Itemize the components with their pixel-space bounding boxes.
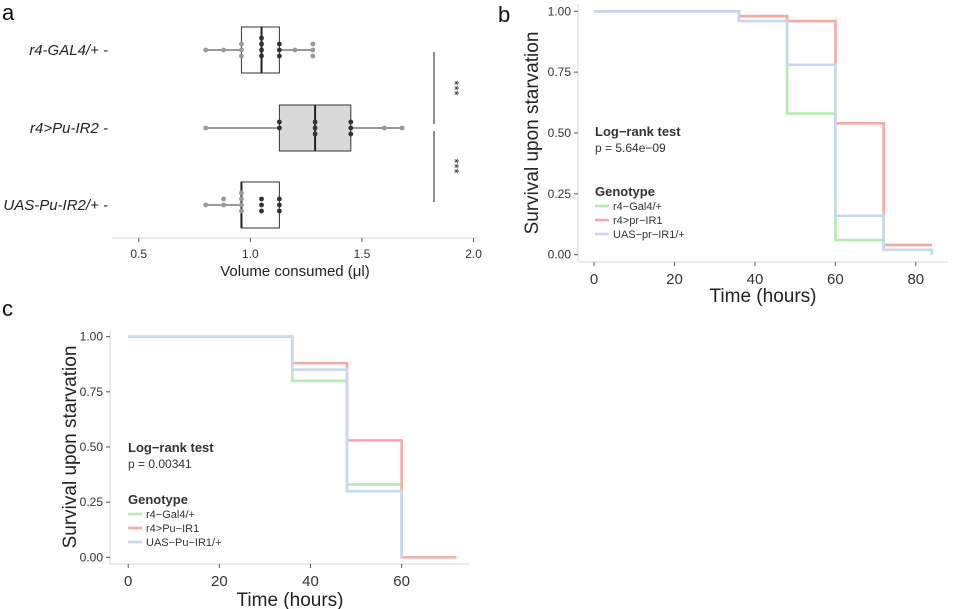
legend-label: UAS−pr−IR1/+ [613,229,685,241]
data-point [203,202,209,208]
x-axis-title: Time (hours) [237,590,344,609]
y-tick-label: 0.75 [548,65,572,79]
data-point [276,53,282,59]
significance-label: *** [447,80,462,95]
data-point [203,47,209,53]
data-point [259,41,264,47]
data-point [239,41,244,47]
data-point [239,208,244,214]
stat-p-value: p = 5.64e−09 [595,141,666,155]
survival-line [128,335,403,558]
panel-c-letter: c [2,296,13,321]
y-tick-label: 0.25 [548,187,572,201]
x-tick-label: 0.5 [130,247,147,261]
data-point [348,119,354,125]
data-point [292,47,298,53]
x-tick-label: 1.5 [354,247,371,261]
survival-line [594,10,934,255]
x-tick-label: 40 [747,271,764,288]
data-point [239,196,244,202]
x-tick-label: 60 [827,271,844,288]
data-point [259,196,264,202]
data-point [312,131,318,137]
data-point [310,47,316,53]
data-point [221,196,226,202]
category-label: r4>Pu-IR2 - [30,120,108,137]
data-point [276,125,282,131]
data-point [276,196,282,202]
category-label: UAS-Pu-IR2/+ - [3,197,108,214]
legend-title: Genotype [595,184,655,199]
legend-label: r4>pr−IR1 [613,215,663,227]
data-point [348,131,354,137]
y-tick-label: 1.00 [548,4,572,18]
x-tick-label: 60 [393,573,410,590]
legend-label: r4−Gal4/+ [613,201,662,213]
survival-chart-b: 0.00 0.25 0.50 0.75 1.00 0 20 40 60 80 Time (hours… [522,4,948,307]
data-point [259,53,264,59]
significance-label: *** [447,158,462,173]
data-point [259,35,264,41]
x-tick-label: 40 [302,573,319,590]
data-point [310,41,316,47]
y-tick-label: 1.00 [80,330,104,344]
y-tick-label: 0.75 [80,385,104,399]
y-tick-label: 0.50 [80,440,104,454]
x-tick-label: 20 [211,573,228,590]
panel-b-letter: b [498,2,510,27]
data-point [348,125,354,131]
panel-a-letter: a [2,0,15,25]
data-point [276,208,282,214]
y-tick-label: 0.00 [548,248,572,262]
x-tick-label: 80 [907,271,924,288]
y-axis-title: Survival upon starvation [60,346,81,549]
y-tick-label: 0.25 [80,495,104,509]
data-point [259,47,264,53]
data-point [259,208,264,214]
data-point [259,202,264,208]
legend-label: r4−Gal4/+ [146,509,195,521]
x-tick-label: 1.0 [242,247,259,261]
x-axis-title: Volume consumed (μl) [220,263,370,280]
x-axis-title: Time (hours) [710,286,817,307]
x-tick-label: 0 [590,271,598,288]
y-tick-label: 0.50 [548,126,572,140]
y-axis-title: Survival upon starvation [522,32,543,235]
data-point [203,125,209,131]
stat-p-value: p = 0.00341 [128,457,192,471]
data-point [239,190,244,196]
data-point [310,53,316,59]
box-plot-chart: 0.5 1.0 1.5 2.0 Volume consumed (μl) r4-GAL4/… [3,26,482,280]
data-point [276,202,282,208]
y-tick-label: 0.00 [80,550,104,564]
box [240,181,280,229]
data-point [276,47,282,53]
data-point [276,41,282,47]
data-point [312,119,318,125]
x-tick-label: 20 [666,271,683,288]
data-point [221,47,226,53]
data-point [239,53,244,59]
data-point [399,125,405,131]
data-point [276,119,282,125]
data-point [239,202,244,208]
stat-test-title: Log−rank test [128,440,214,455]
x-tick-label: 0 [124,573,132,590]
legend-label: UAS−Pu−IR1/+ [146,537,222,549]
stat-test-title: Log−rank test [595,124,681,139]
data-point [221,202,226,208]
category-label: r4-GAL4/+ - [29,42,108,59]
data-point [239,47,244,53]
survival-chart-c: 0.00 0.25 0.50 0.75 1.00 0 20 40 60 Time (hours) S… [60,330,470,609]
data-point [381,125,387,131]
x-tick-label: 2.0 [465,247,482,261]
legend-title: Genotype [128,492,188,507]
data-point [312,125,318,131]
legend-label: r4>Pu−IR1 [146,523,199,535]
